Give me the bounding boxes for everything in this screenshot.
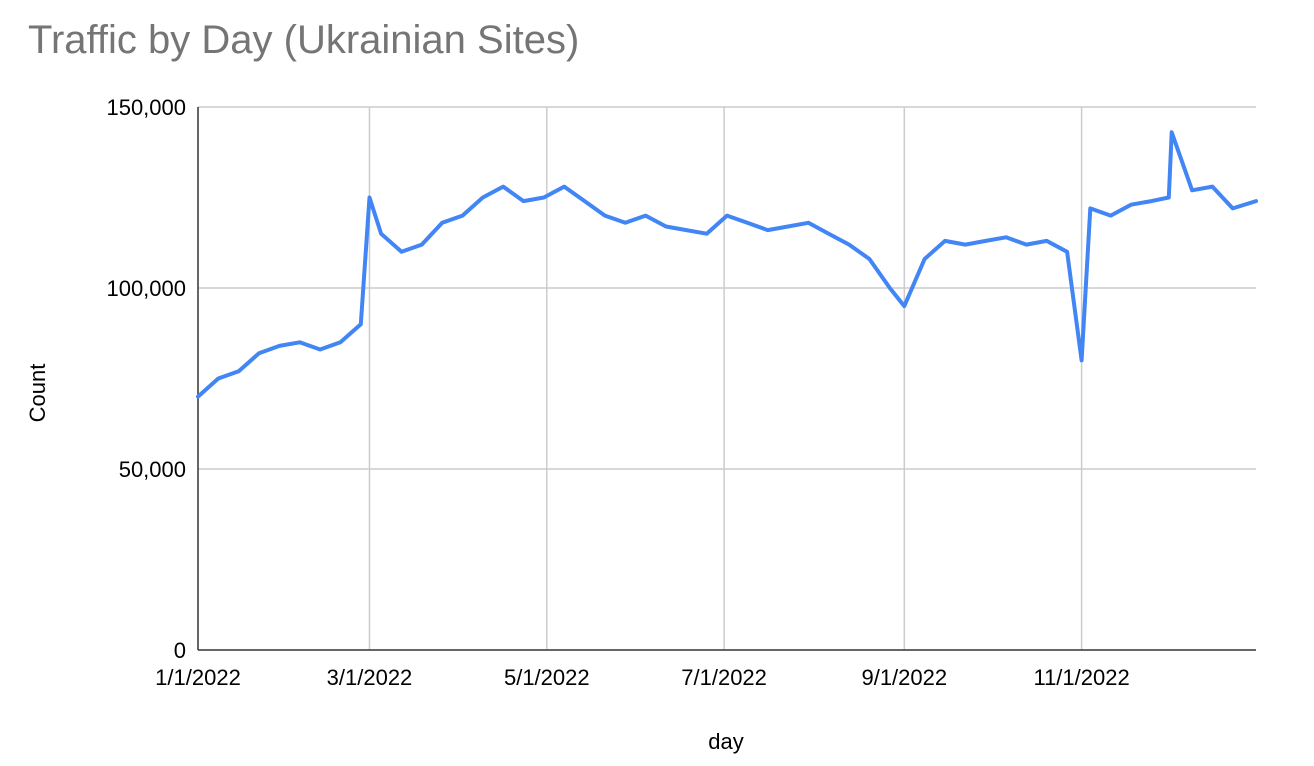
x-tick-label: 7/1/2022 — [681, 665, 767, 690]
axes — [197, 107, 1256, 651]
y-axis-title: Count — [25, 364, 50, 423]
y-tick-label: 100,000 — [106, 276, 186, 301]
y-tick-label: 0 — [174, 638, 186, 663]
series-line — [196, 130, 1258, 399]
x-tick-label: 5/1/2022 — [504, 665, 590, 690]
y-tick-label: 50,000 — [119, 457, 186, 482]
chart-title: Traffic by Day (Ukrainian Sites) — [28, 18, 580, 62]
grid-lines — [198, 106, 1256, 650]
x-tick-label: 9/1/2022 — [861, 665, 947, 690]
y-tick-label: 150,000 — [106, 95, 186, 120]
x-tick-label: 3/1/2022 — [327, 665, 413, 690]
x-tick-label: 11/1/2022 — [1033, 665, 1129, 690]
x-tick-label: 1/1/2022 — [155, 665, 241, 690]
series-layer — [196, 130, 1258, 399]
tick-labels: 0 50,000 100,000 150,000 1/1/2022 3/1/2022 5/1… — [106, 95, 1129, 690]
x-axis-title: day — [708, 729, 743, 754]
